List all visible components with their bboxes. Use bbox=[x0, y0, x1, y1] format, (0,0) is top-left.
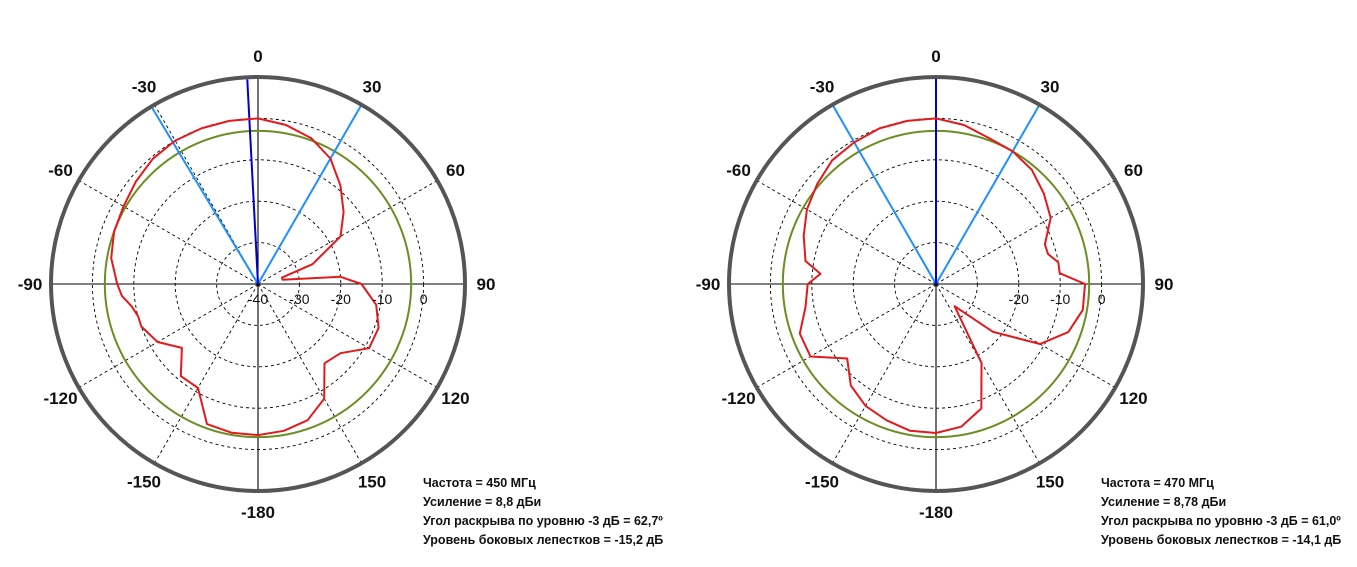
beamwidth-text: Угол раскрыва по уровню -3 дБ = 62,7º bbox=[423, 514, 663, 528]
grid-spoke bbox=[935, 180, 1116, 285]
pattern-curve bbox=[110, 117, 380, 437]
grid-spoke bbox=[78, 283, 259, 388]
gain-text: Усиление = 8,78 дБи bbox=[1101, 495, 1227, 509]
beam-edge-line bbox=[832, 105, 937, 285]
angle-label: 0 bbox=[931, 47, 940, 66]
ring-label: 0 bbox=[1098, 291, 1106, 307]
grid-spoke bbox=[257, 283, 438, 388]
info-block: Частота = 470 МГц Усиление = 8,78 дБи Уг… bbox=[1101, 474, 1341, 550]
angle-label: 120 bbox=[1119, 389, 1147, 408]
sidelobe-text: Уровень боковых лепестков = -14,1 дБ bbox=[1101, 533, 1342, 547]
info-block: Частота = 450 МГц Усиление = 8,8 дБи Уго… bbox=[423, 474, 663, 550]
angle-label: -180 bbox=[919, 503, 953, 522]
angle-label: -30 bbox=[132, 78, 157, 97]
angle-label: 60 bbox=[1124, 161, 1143, 180]
angle-label: 30 bbox=[1041, 78, 1060, 97]
grid-spoke bbox=[756, 180, 937, 285]
ring-label: -10 bbox=[1050, 291, 1070, 307]
angle-label: 30 bbox=[363, 78, 382, 97]
angle-label: -150 bbox=[127, 472, 161, 491]
ring-label: -20 bbox=[331, 291, 351, 307]
pattern-curve bbox=[798, 117, 1086, 434]
angle-label: 60 bbox=[446, 161, 465, 180]
angle-label: -30 bbox=[810, 78, 835, 97]
angle-label: -120 bbox=[722, 389, 756, 408]
angle-label: -120 bbox=[44, 389, 78, 408]
frequency-text: Частота = 450 МГц bbox=[423, 476, 536, 490]
beam-edge-line bbox=[257, 105, 362, 285]
ring-label: -20 bbox=[1009, 291, 1029, 307]
outer-ring bbox=[49, 75, 467, 493]
angle-label: -150 bbox=[805, 472, 839, 491]
angle-label: -60 bbox=[726, 161, 751, 180]
grid-spoke bbox=[935, 283, 1040, 464]
polar-plot: -40 -30 -20 -10 0 0 30 60 90 120 150 -180 -150 -120 -9… bbox=[18, 47, 496, 522]
polar-chart-450: -40 -30 -20 -10 0 0 30 60 90 120 150 -180 -150 -120 -9… bbox=[0, 0, 678, 567]
angle-label: 150 bbox=[1036, 472, 1064, 491]
ring-label: -10 bbox=[372, 291, 392, 307]
beamwidth-text: Угол раскрыва по уровню -3 дБ = 61,0º bbox=[1101, 514, 1341, 528]
angle-label: -90 bbox=[696, 275, 721, 294]
ring-label: -30 bbox=[289, 291, 309, 307]
minus3db-circle bbox=[103, 129, 413, 439]
grid-spoke bbox=[756, 283, 937, 388]
beam-edge-line bbox=[151, 107, 259, 285]
grid-spoke bbox=[935, 283, 1116, 388]
angle-label: -180 bbox=[241, 503, 275, 522]
angle-label: 0 bbox=[253, 47, 262, 66]
grid-spoke bbox=[154, 104, 259, 285]
grid-spoke bbox=[257, 180, 438, 285]
angle-label: -90 bbox=[18, 275, 43, 294]
angle-label: 120 bbox=[441, 389, 469, 408]
sidelobe-text: Уровень боковых лепестков = -15,2 дБ bbox=[423, 533, 664, 547]
ring-label: -40 bbox=[248, 291, 268, 307]
beam-edge-line bbox=[935, 105, 1040, 285]
angle-label: 150 bbox=[358, 472, 386, 491]
angle-label: 90 bbox=[477, 275, 496, 294]
polar-chart-470: -20 -10 0 0 30 60 90 120 150 -180 -150 -120 -90 -60 -3… bbox=[678, 0, 1356, 567]
frequency-text: Частота = 470 МГц bbox=[1101, 476, 1214, 490]
outer-ring bbox=[727, 75, 1145, 493]
grid-spoke bbox=[154, 283, 259, 464]
grid-spoke bbox=[257, 283, 362, 464]
main-direction-line bbox=[246, 79, 259, 285]
angle-label: -60 bbox=[48, 161, 73, 180]
polar-plot: -20 -10 0 0 30 60 90 120 150 -180 -150 -120 -90 -60 -3… bbox=[696, 47, 1174, 522]
grid-spoke bbox=[832, 283, 937, 464]
angle-label: 90 bbox=[1155, 275, 1174, 294]
ring-label: 0 bbox=[420, 291, 428, 307]
grid-spoke bbox=[78, 180, 259, 285]
gain-text: Усиление = 8,8 дБи bbox=[423, 495, 542, 509]
